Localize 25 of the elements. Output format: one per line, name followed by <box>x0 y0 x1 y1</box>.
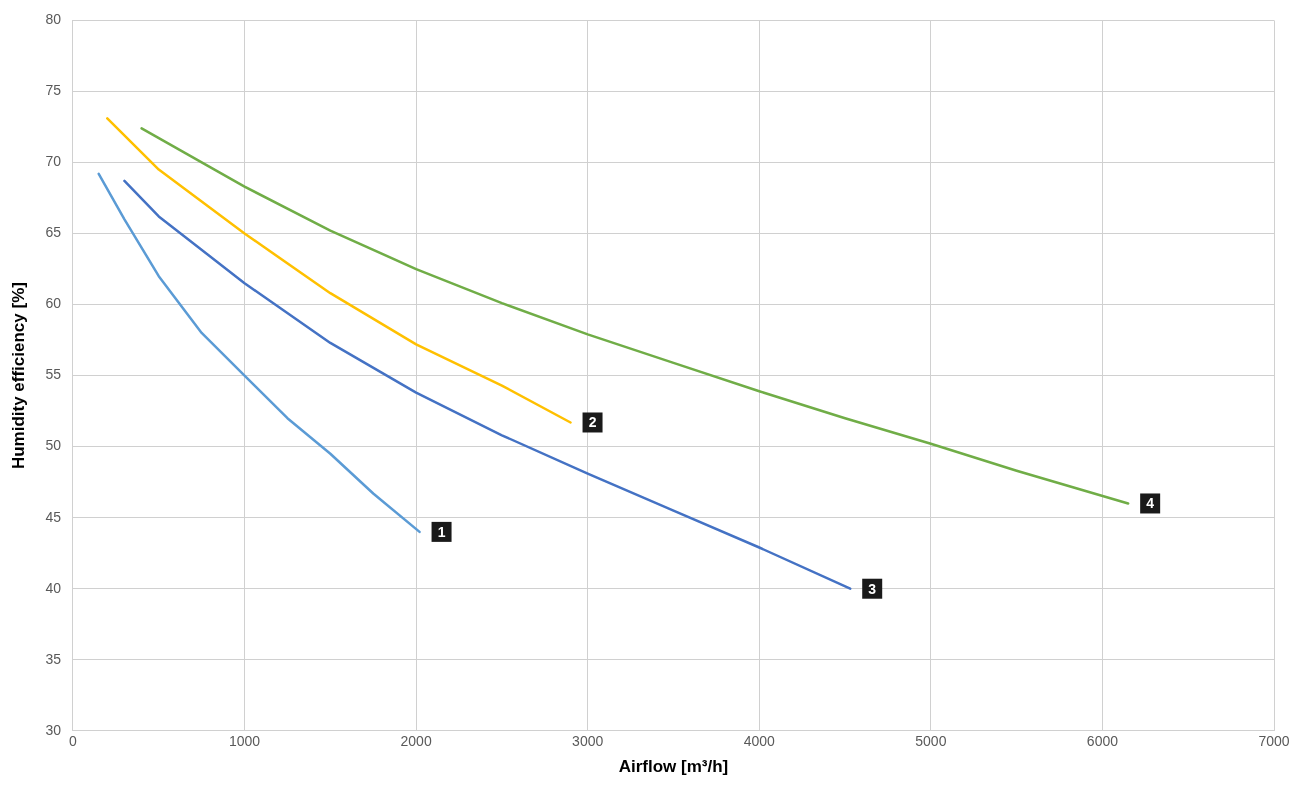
x-tick-label: 0 <box>69 733 78 750</box>
x-axis-title: Airflow [m³/h] <box>618 757 729 777</box>
x-tick-label: 2000 <box>400 733 432 750</box>
y-tick-label: 80 <box>45 11 62 28</box>
x-tick-label: 3000 <box>572 733 604 750</box>
y-tick-label: 45 <box>45 508 62 525</box>
x-tick-label: 6000 <box>1086 733 1119 750</box>
x-tick-label: 7000 <box>1258 733 1290 750</box>
y-tick-label: 35 <box>45 650 62 667</box>
y-tick-label: 65 <box>45 224 62 241</box>
y-tick-label: 55 <box>45 366 62 383</box>
x-tick-label: 5000 <box>915 733 947 750</box>
y-tick-label: 30 <box>45 721 62 738</box>
annotation: 4 <box>1146 495 1155 512</box>
y-tick-label: 70 <box>45 153 62 170</box>
y-tick-label: 75 <box>45 82 62 99</box>
y-tick-label: 40 <box>45 579 62 596</box>
y-tick-label: 50 <box>45 437 62 454</box>
annotation: 1 <box>437 523 446 540</box>
x-tick-label: 1000 <box>228 733 261 750</box>
y-tick-label: 60 <box>45 295 62 312</box>
x-tick-label: 4000 <box>743 733 776 750</box>
y-axis-title: Humidity efficiency [%] <box>8 282 28 470</box>
annotation: 3 <box>868 580 877 597</box>
annotation: 2 <box>588 414 597 431</box>
